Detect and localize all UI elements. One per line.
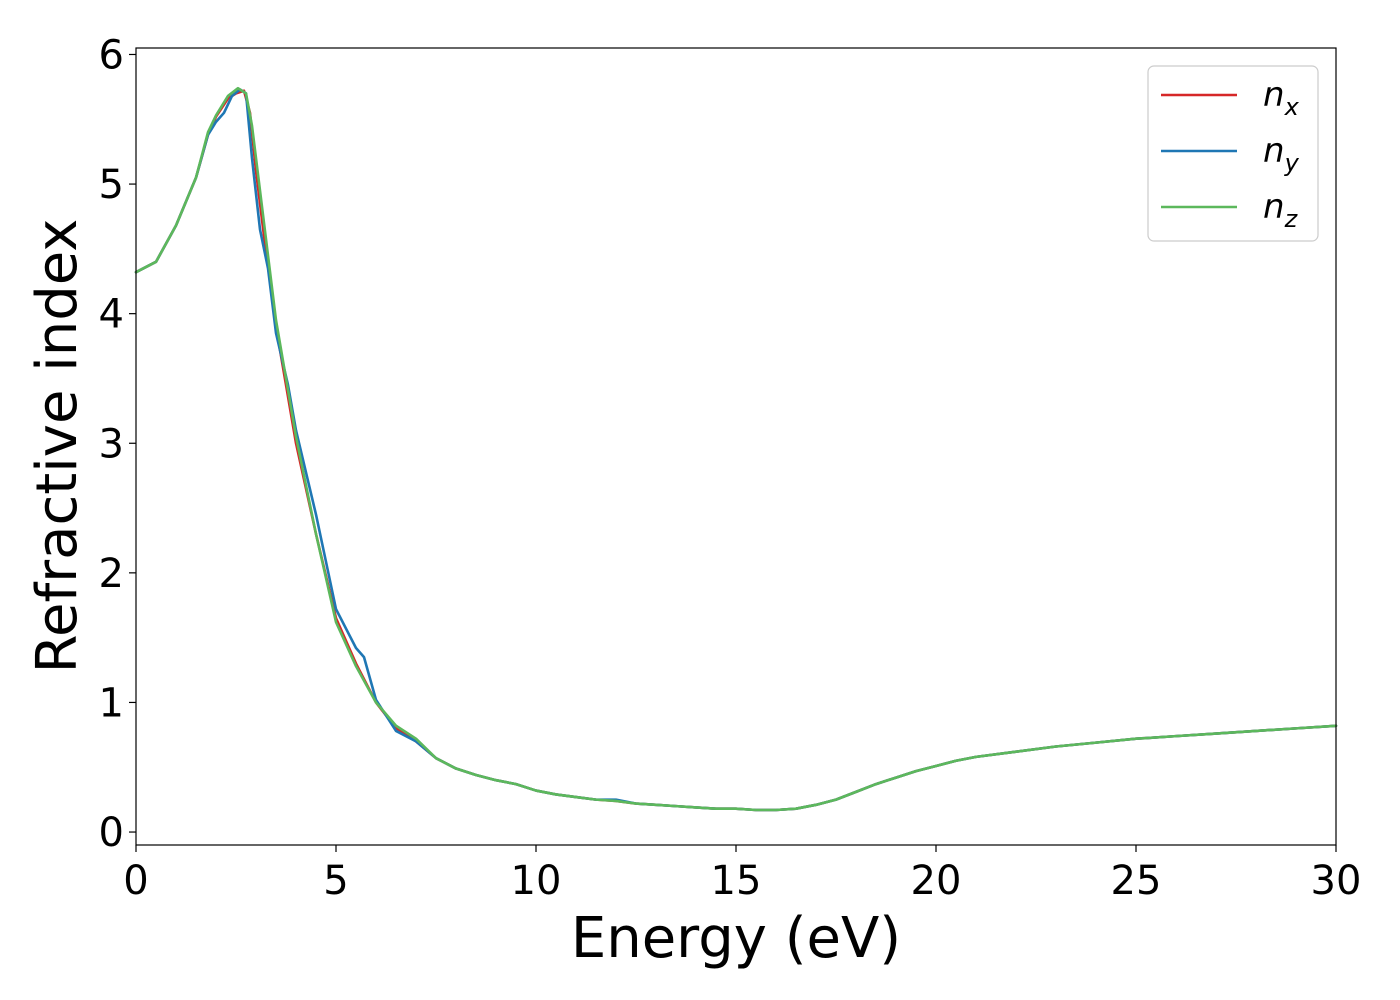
x-tick-label: 20: [911, 858, 962, 904]
y-tick-label: 3: [99, 421, 124, 467]
legend-label-z: nz: [1263, 187, 1299, 233]
legend-entries: nx ny nz: [1161, 75, 1300, 233]
y-tick-label: 6: [99, 32, 124, 78]
x-tick-label: 15: [711, 858, 762, 904]
y-tick-label: 5: [99, 162, 124, 208]
legend-box: [1147, 65, 1319, 242]
series-layer: [134, 86, 1338, 812]
y-tick-label: 2: [99, 551, 124, 597]
x-tick-label: 25: [1111, 858, 1162, 904]
series-line-z: [134, 86, 1338, 812]
y-tick-label: 0: [99, 810, 124, 856]
x-axis-ticks: 0 5 10 15 20 25 30: [123, 845, 1361, 904]
y-tick-label: 1: [99, 680, 124, 726]
x-tick-label: 30: [1311, 858, 1362, 904]
y-axis-label: Refractive index: [25, 219, 90, 674]
x-tick-label: 10: [511, 858, 562, 904]
x-axis-label: Energy (eV): [571, 906, 901, 971]
x-tick-label: 0: [123, 858, 148, 904]
y-tick-label: 4: [99, 292, 124, 338]
y-axis-ticks: 0 1 2 3 4 5 6: [99, 32, 136, 856]
legend-label-y: ny: [1263, 131, 1300, 177]
x-tick-label: 5: [323, 858, 348, 904]
legend-label-x: nx: [1263, 75, 1300, 121]
legend: nx ny nz: [1147, 65, 1319, 242]
